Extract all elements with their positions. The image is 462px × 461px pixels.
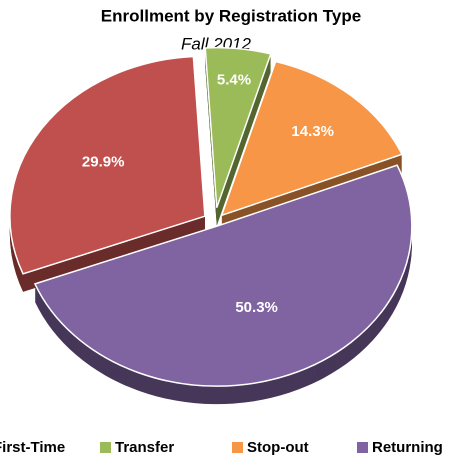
value-label: 14.3% (291, 123, 334, 140)
chart-title: Enrollment by Registration Type (101, 6, 361, 25)
value-label: 29.9% (82, 153, 125, 170)
legend-label: Returning (372, 439, 443, 456)
legend-label: Stop-out (247, 439, 309, 456)
legend-swatch (357, 442, 368, 453)
legend-swatch (100, 442, 111, 453)
value-label: 5.4% (217, 71, 251, 88)
value-label: 50.3% (235, 299, 278, 316)
legend-label: Transfer (115, 439, 174, 456)
slice (204, 46, 272, 208)
legend-label: First-Time (0, 439, 65, 456)
legend-swatch (232, 442, 243, 453)
slice (33, 164, 413, 387)
slice (9, 55, 206, 275)
slice (220, 60, 404, 217)
